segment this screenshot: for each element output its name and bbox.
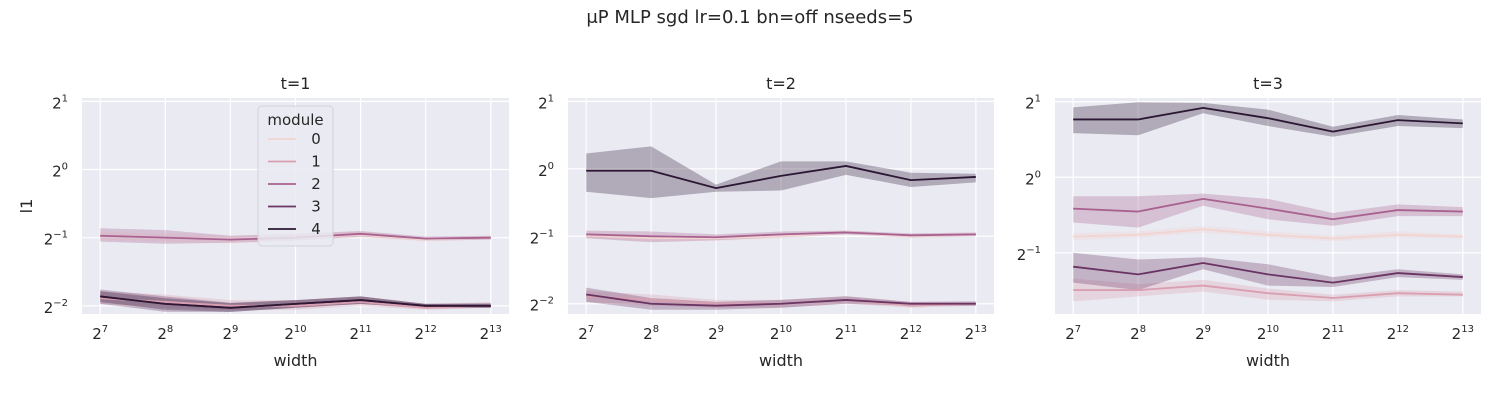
y-tick-label: 2−1	[44, 230, 68, 249]
legend-entry-3: 3	[311, 198, 321, 216]
x-tick-label: 28	[1130, 324, 1146, 343]
series-4-ci-band	[586, 146, 976, 199]
x-tick-label: 27	[1065, 324, 1081, 343]
x-tick-label: 210	[284, 324, 306, 343]
x-axis-label: width	[1246, 351, 1290, 370]
x-axis-label: width	[273, 351, 317, 370]
series-1-line	[1073, 284, 1463, 299]
x-tick-label: 211	[349, 324, 371, 343]
series-4-line	[1073, 107, 1463, 133]
series-0-ci-band	[1073, 225, 1463, 242]
series-3-line	[586, 293, 976, 307]
x-tick-label: 212	[415, 324, 437, 343]
x-tick-label: 213	[965, 324, 987, 343]
y-tick-label: 2−1	[1017, 245, 1041, 264]
y-axis-label: l1	[17, 199, 36, 214]
y-tick-label: 21	[538, 93, 554, 112]
x-tick-label: 210	[770, 324, 792, 343]
y-tick-label: 20	[52, 162, 68, 181]
x-tick-label: 213	[1452, 324, 1474, 343]
legend-entry-1: 1	[311, 153, 321, 171]
x-tick-label: 211	[835, 324, 857, 343]
legend-entry-2: 2	[311, 175, 321, 193]
series-2-ci-band	[1073, 193, 1463, 228]
y-tick-label: 21	[1025, 94, 1041, 113]
y-tick-label: 2−2	[530, 296, 554, 315]
series-4-line	[100, 295, 491, 309]
legend-entry-4: 4	[311, 220, 321, 238]
y-tick-label: 20	[1025, 169, 1041, 188]
series-0-line	[586, 231, 976, 240]
x-tick-label: 213	[480, 324, 502, 343]
series-2-line	[586, 231, 976, 239]
series-4-ci-band	[1073, 102, 1463, 137]
series-0-line	[1073, 228, 1463, 240]
y-tick-label: 21	[52, 93, 68, 112]
x-tick-label: 28	[157, 324, 173, 343]
panel-3: 27 28 29 210 211 212 213 2−1 20 21 t=3 width	[1017, 74, 1481, 370]
legend-box	[257, 105, 334, 247]
panel-2: 27 28 29 210 211 212 213 2−2 2−1 20 21 t=2 width	[530, 74, 994, 370]
y-tick-label: 2−1	[530, 228, 554, 247]
x-axis-label: width	[759, 351, 803, 370]
panel-title: t=2	[766, 74, 796, 93]
panel-title: t=1	[281, 74, 311, 93]
panels: 27 28 29 210 211 212 2132−22−12021t=1widthl1mo…	[17, 74, 1481, 370]
x-tick-label: 29	[1195, 324, 1211, 343]
x-tick-label: 27	[578, 324, 594, 343]
x-tick-label: 211	[1322, 324, 1344, 343]
x-tick-label: 210	[1257, 324, 1279, 343]
x-tick-label: 29	[222, 324, 238, 343]
legend-entry-0: 0	[311, 130, 321, 148]
x-tick-label: 28	[643, 324, 659, 343]
x-tick-label: 212	[1387, 324, 1409, 343]
panel-title: t=3	[1253, 74, 1283, 93]
x-tick-label: 212	[900, 324, 922, 343]
panel-1: 27 28 29 210 211 212 2132−22−12021t=1widthl1mo…	[17, 74, 509, 370]
series-2-line	[1073, 197, 1463, 221]
y-tick-label: 20	[538, 161, 554, 180]
legend-title: module	[267, 111, 323, 129]
series-4-line	[586, 165, 976, 190]
series-3-line	[1073, 262, 1463, 284]
x-tick-label: 29	[708, 324, 724, 343]
series-1-line	[100, 297, 491, 309]
figure-title: μP MLP sgd lr=0.1 bn=off nseeds=5	[586, 7, 913, 28]
y-tick-label: 2−2	[44, 298, 68, 317]
x-tick-label: 27	[92, 324, 108, 343]
series-3-ci-band	[1073, 252, 1463, 291]
